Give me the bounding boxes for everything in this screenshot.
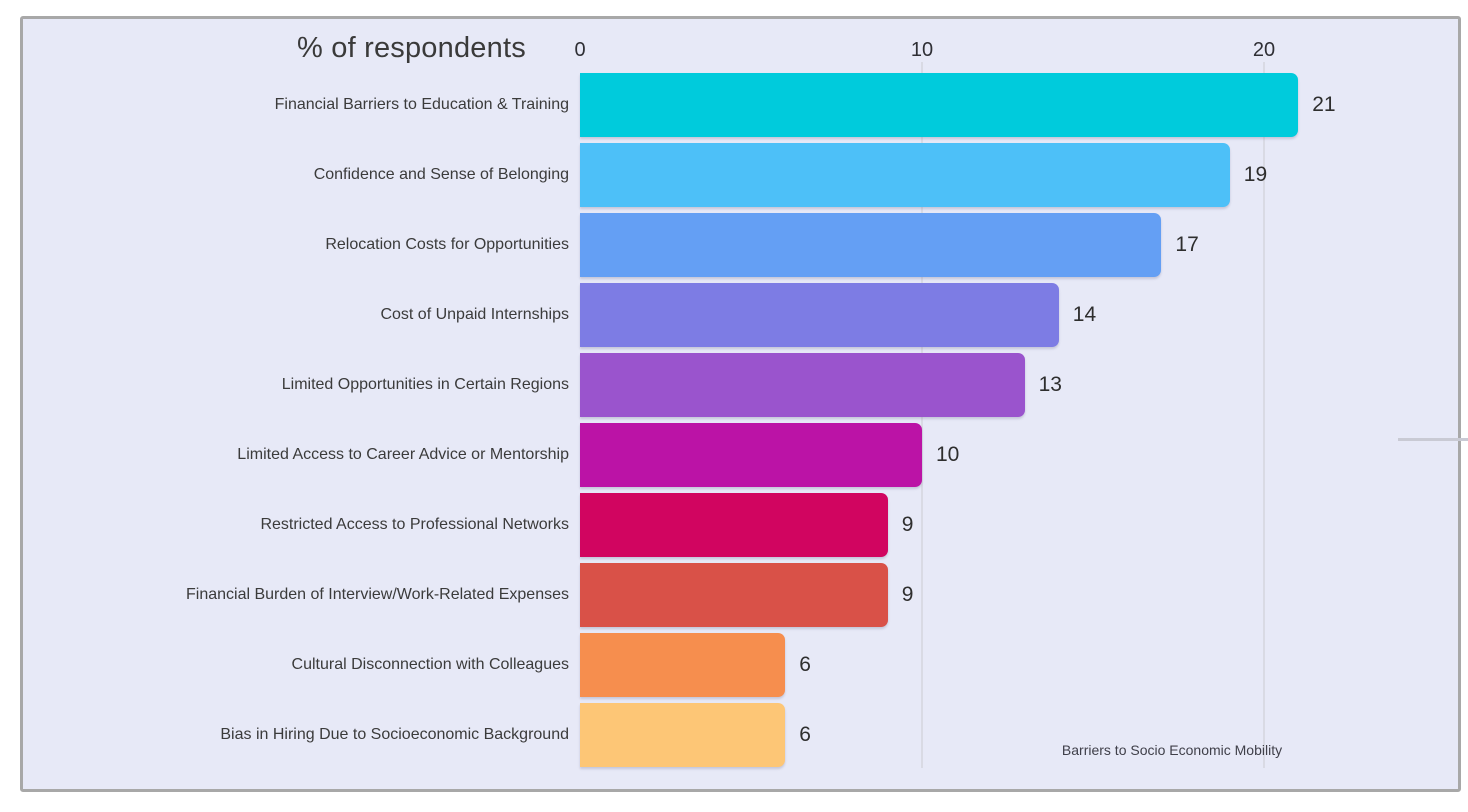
x-tick-label-10: 10 — [910, 39, 934, 61]
chart-card: % of respondents 0 10 20 Financial Barrier… — [20, 16, 1461, 792]
value-label: 6 — [799, 723, 811, 746]
bar-row: Restricted Access to Professional Networ… — [23, 490, 1458, 560]
bar-row: Cost of Unpaid Internships 14 — [23, 280, 1458, 350]
value-label: 9 — [901, 513, 914, 536]
value-label: 10 — [936, 443, 960, 466]
value-label: 14 — [1072, 303, 1097, 326]
bar[interactable] — [580, 213, 1162, 277]
bar-row: Cultural Disconnection with Colleagues 6 — [23, 630, 1458, 700]
category-label: Financial Barriers to Education & Traini… — [274, 96, 569, 113]
category-label: Relocation Costs for Opportunities — [325, 236, 569, 253]
chart-title: % of respondents — [297, 32, 526, 64]
value-label: 9 — [901, 583, 914, 606]
value-label: 13 — [1038, 373, 1062, 396]
category-label: Cultural Disconnection with Colleagues — [291, 656, 569, 673]
category-label: Confidence and Sense of Belonging — [313, 166, 569, 183]
bar[interactable] — [580, 143, 1230, 207]
value-label: 19 — [1243, 163, 1268, 186]
bar-row: Limited Opportunities in Certain Regions… — [23, 350, 1458, 420]
bar[interactable] — [580, 73, 1299, 137]
category-label: Limited Access to Career Advice or Mento… — [237, 446, 569, 463]
category-label: Restricted Access to Professional Networ… — [260, 516, 569, 533]
bar[interactable] — [580, 633, 786, 697]
bar-row: Limited Access to Career Advice or Mento… — [23, 420, 1458, 490]
stray-line-artifact — [1398, 438, 1468, 441]
x-tick-label-20: 20 — [1252, 39, 1276, 61]
bar[interactable] — [580, 563, 888, 627]
bar-row: Relocation Costs for Opportunities 17 — [23, 210, 1458, 280]
category-label: Bias in Hiring Due to Socioeconomic Back… — [220, 726, 569, 743]
bar-row: Confidence and Sense of Belonging 19 — [23, 140, 1458, 210]
category-label: Financial Burden of Interview/Work-Relat… — [186, 586, 569, 603]
bar-rows: Financial Barriers to Education & Traini… — [23, 70, 1458, 770]
bar[interactable] — [580, 703, 786, 767]
x-tick-label-0: 0 — [574, 39, 586, 61]
value-label: 17 — [1175, 233, 1199, 256]
value-label: 6 — [799, 653, 811, 676]
bar-row: Financial Burden of Interview/Work-Relat… — [23, 560, 1458, 630]
bar[interactable] — [580, 353, 1025, 417]
bar[interactable] — [580, 493, 888, 557]
bar[interactable] — [580, 283, 1059, 347]
chart-footer-label: Barriers to Socio Economic Mobility — [1061, 742, 1283, 758]
category-label: Limited Opportunities in Certain Regions — [281, 376, 569, 393]
bar-row: Financial Barriers to Education & Traini… — [23, 70, 1458, 140]
value-label: 21 — [1312, 93, 1336, 116]
bar-row: Bias in Hiring Due to Socioeconomic Back… — [23, 700, 1458, 770]
gridline-x-20 — [1263, 62, 1265, 768]
bar[interactable] — [580, 423, 922, 487]
category-label: Cost of Unpaid Internships — [380, 306, 569, 323]
